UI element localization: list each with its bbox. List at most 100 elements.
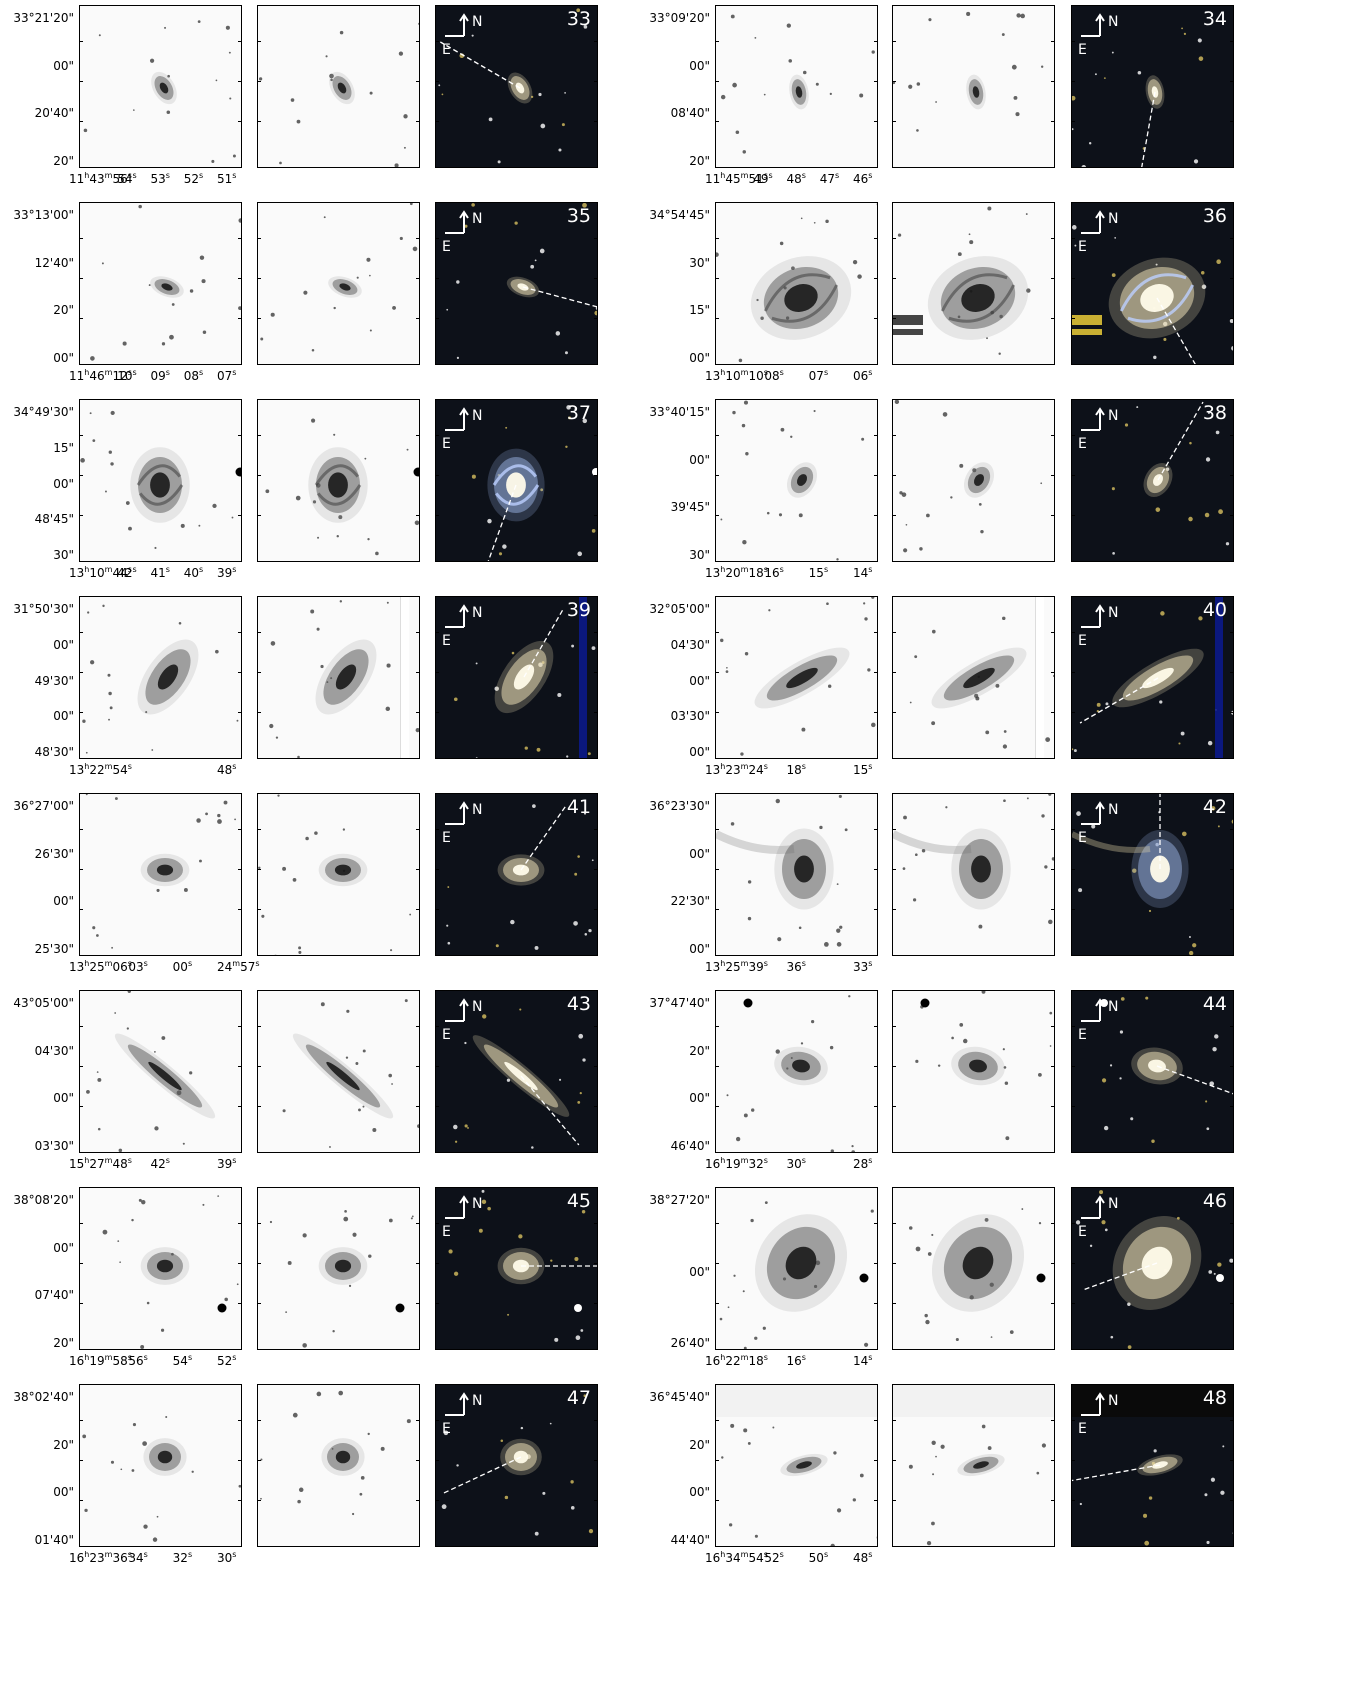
panel-43-image-2: NE <box>442 998 586 1149</box>
panel-44-dec-label: 46'40" <box>670 1139 710 1153</box>
panel-33-ra-label: 51s <box>217 171 237 186</box>
compass-east-label: E <box>1078 830 1087 846</box>
panel-39-ra-label: 48s <box>217 762 237 777</box>
panel-34-dec-label: 20" <box>689 154 710 168</box>
panel-36-image-2: NE <box>1072 210 1233 364</box>
panel-35-image-1 <box>260 203 418 352</box>
compass-east-label: E <box>442 239 451 255</box>
panel-35-ra-label: 08s <box>183 368 204 383</box>
panel-33-ra-label: 11h43m56s <box>69 171 132 186</box>
panel-44-dec-label: 00" <box>689 1091 710 1106</box>
panel-37-ra-label: 41s <box>150 565 170 580</box>
compass-north-label: N <box>472 802 482 818</box>
panel-48-north-arrow-icon: NE <box>1078 1392 1118 1437</box>
panel-34-dec-label: 08'40" <box>670 106 710 121</box>
panel-36-image-1 <box>893 206 1031 355</box>
panel-39-1-galaxy-icon <box>315 639 377 715</box>
panel-48-image-0 <box>716 1385 877 1546</box>
panel-36-dec-label: 00" <box>689 351 710 365</box>
panel-37-dec-label: 30" <box>53 548 74 562</box>
panel-36-ra-label: 08s <box>764 368 784 383</box>
panel-37-ra-label: 42s <box>117 565 137 580</box>
panel-41-grayscale <box>79 793 242 956</box>
panel-37-2-galaxy-icon <box>487 448 545 522</box>
compass-north-label: N <box>1108 408 1118 424</box>
panel-40-dec-label: 03'30" <box>670 709 710 724</box>
panel-39-dec-label: 00" <box>53 709 74 724</box>
panel-number-39: 39 <box>566 599 591 621</box>
panel-46-image-0 <box>719 1201 874 1349</box>
panel-33-slit-line-icon <box>440 41 521 89</box>
panel-33-color: N E 33 <box>435 5 598 168</box>
panel-47-dec-label: 38°02'40" <box>13 1390 74 1404</box>
panel-48-1-galaxy-icon <box>957 1453 1005 1477</box>
panel-44-north-arrow-icon: NE <box>1078 998 1118 1043</box>
panel-40-ra-label: 18s <box>786 762 806 777</box>
panel-44-image-1 <box>915 991 1053 1141</box>
compass-north-label: N <box>472 1393 482 1409</box>
panel-35-ra-label: 07s <box>217 368 237 383</box>
panel-47-dec-label: 00" <box>53 1485 74 1500</box>
panel-41-deep-grayscale <box>257 793 420 956</box>
panel-38-ra-label: 16s <box>764 565 784 580</box>
panel-39-0-galaxy-icon <box>137 639 199 715</box>
panel-34-ra-label: 49s <box>753 171 773 186</box>
panel-37-north-arrow-icon: NE <box>442 407 482 452</box>
panel-48-deep-grayscale <box>892 1384 1055 1547</box>
panel-44-ra-label: 28s <box>853 1156 873 1171</box>
panel-35-ra-label: 11h46m12s <box>69 368 132 383</box>
panel-37-grayscale <box>79 399 242 562</box>
panel-45-dec-label: 20" <box>53 1336 74 1350</box>
compass-north-label: N <box>1108 14 1118 30</box>
panel-45-dec-label: 07'40" <box>34 1288 74 1303</box>
panel-40-ra-label: 15s <box>853 762 873 777</box>
panel-41-0-galaxy-icon <box>140 853 190 887</box>
panel-33-image-2: NE <box>438 8 588 164</box>
panel-36-slit-line-icon <box>1156 297 1196 364</box>
compass-north-label: N <box>472 211 482 227</box>
panel-36-image-0 <box>716 203 877 363</box>
panel-40-dec-label: 32°05'00" <box>649 602 710 616</box>
panel-number-43: 43 <box>566 993 591 1015</box>
panel-48-color: N E 48 <box>1071 1384 1234 1547</box>
panel-44-slit-line-icon <box>1156 1065 1233 1095</box>
compass-east-label: E <box>1078 1421 1087 1437</box>
panel-37-image-1 <box>265 418 419 556</box>
compass-north-label: N <box>1108 1393 1118 1409</box>
panel-47-color: N E 47 <box>435 1384 598 1547</box>
compass-north-label: N <box>1108 1196 1118 1212</box>
panel-35-slit-line-icon <box>522 286 597 308</box>
panel-43-dec-label: 00" <box>53 1091 74 1106</box>
panel-39-north-arrow-icon: NE <box>442 604 482 649</box>
panel-45-ra-label: 52s <box>217 1353 237 1368</box>
panel-43-deep-grayscale <box>257 990 420 1153</box>
panel-40-dec-label: 04'30" <box>670 637 710 652</box>
panel-37-ra-label: 13h10m44s <box>69 565 132 580</box>
panel-38-image-0 <box>720 400 865 561</box>
panel-34-dec-label: 00" <box>689 58 710 73</box>
panel-46-ra-label: 16s <box>786 1353 806 1368</box>
panel-38-dec-label: 39'45" <box>670 500 710 515</box>
panel-41-dec-label: 36°27'00" <box>13 799 74 813</box>
panel-40-image-0 <box>720 597 876 756</box>
panel-42-grayscale <box>715 793 878 956</box>
panel-33-dec-label: 20'40" <box>34 106 74 121</box>
panel-35-image-2: NE <box>442 203 597 359</box>
panel-34-image-0 <box>720 14 875 154</box>
panel-38-image-1 <box>894 400 1043 553</box>
panel-41-ra-label: 13h25m06s <box>69 959 132 974</box>
panel-47-ra-label: 32s <box>172 1550 193 1565</box>
panel-41-image-2: NE <box>442 801 594 950</box>
panel-33-dec-label: 00" <box>53 58 74 73</box>
panel-48-ra-label: 16h34m54s <box>705 1550 768 1565</box>
panel-40-north-arrow-icon: NE <box>1078 604 1118 649</box>
panel-43-north-arrow-icon: NE <box>442 998 482 1043</box>
panel-34-ra-label: 11h45m51s <box>705 171 768 186</box>
panel-33-ra-label: 53s <box>150 171 170 186</box>
panel-38-grayscale <box>715 399 878 562</box>
panel-48-dec-label: 44'40" <box>670 1533 710 1547</box>
panel-33-ra-label: 52s <box>183 171 204 186</box>
panel-48-ra-label: 52s <box>764 1550 784 1565</box>
panel-36-dec-label: 15" <box>689 303 710 318</box>
panel-46-dec-label: 38°27'20" <box>649 1193 710 1207</box>
